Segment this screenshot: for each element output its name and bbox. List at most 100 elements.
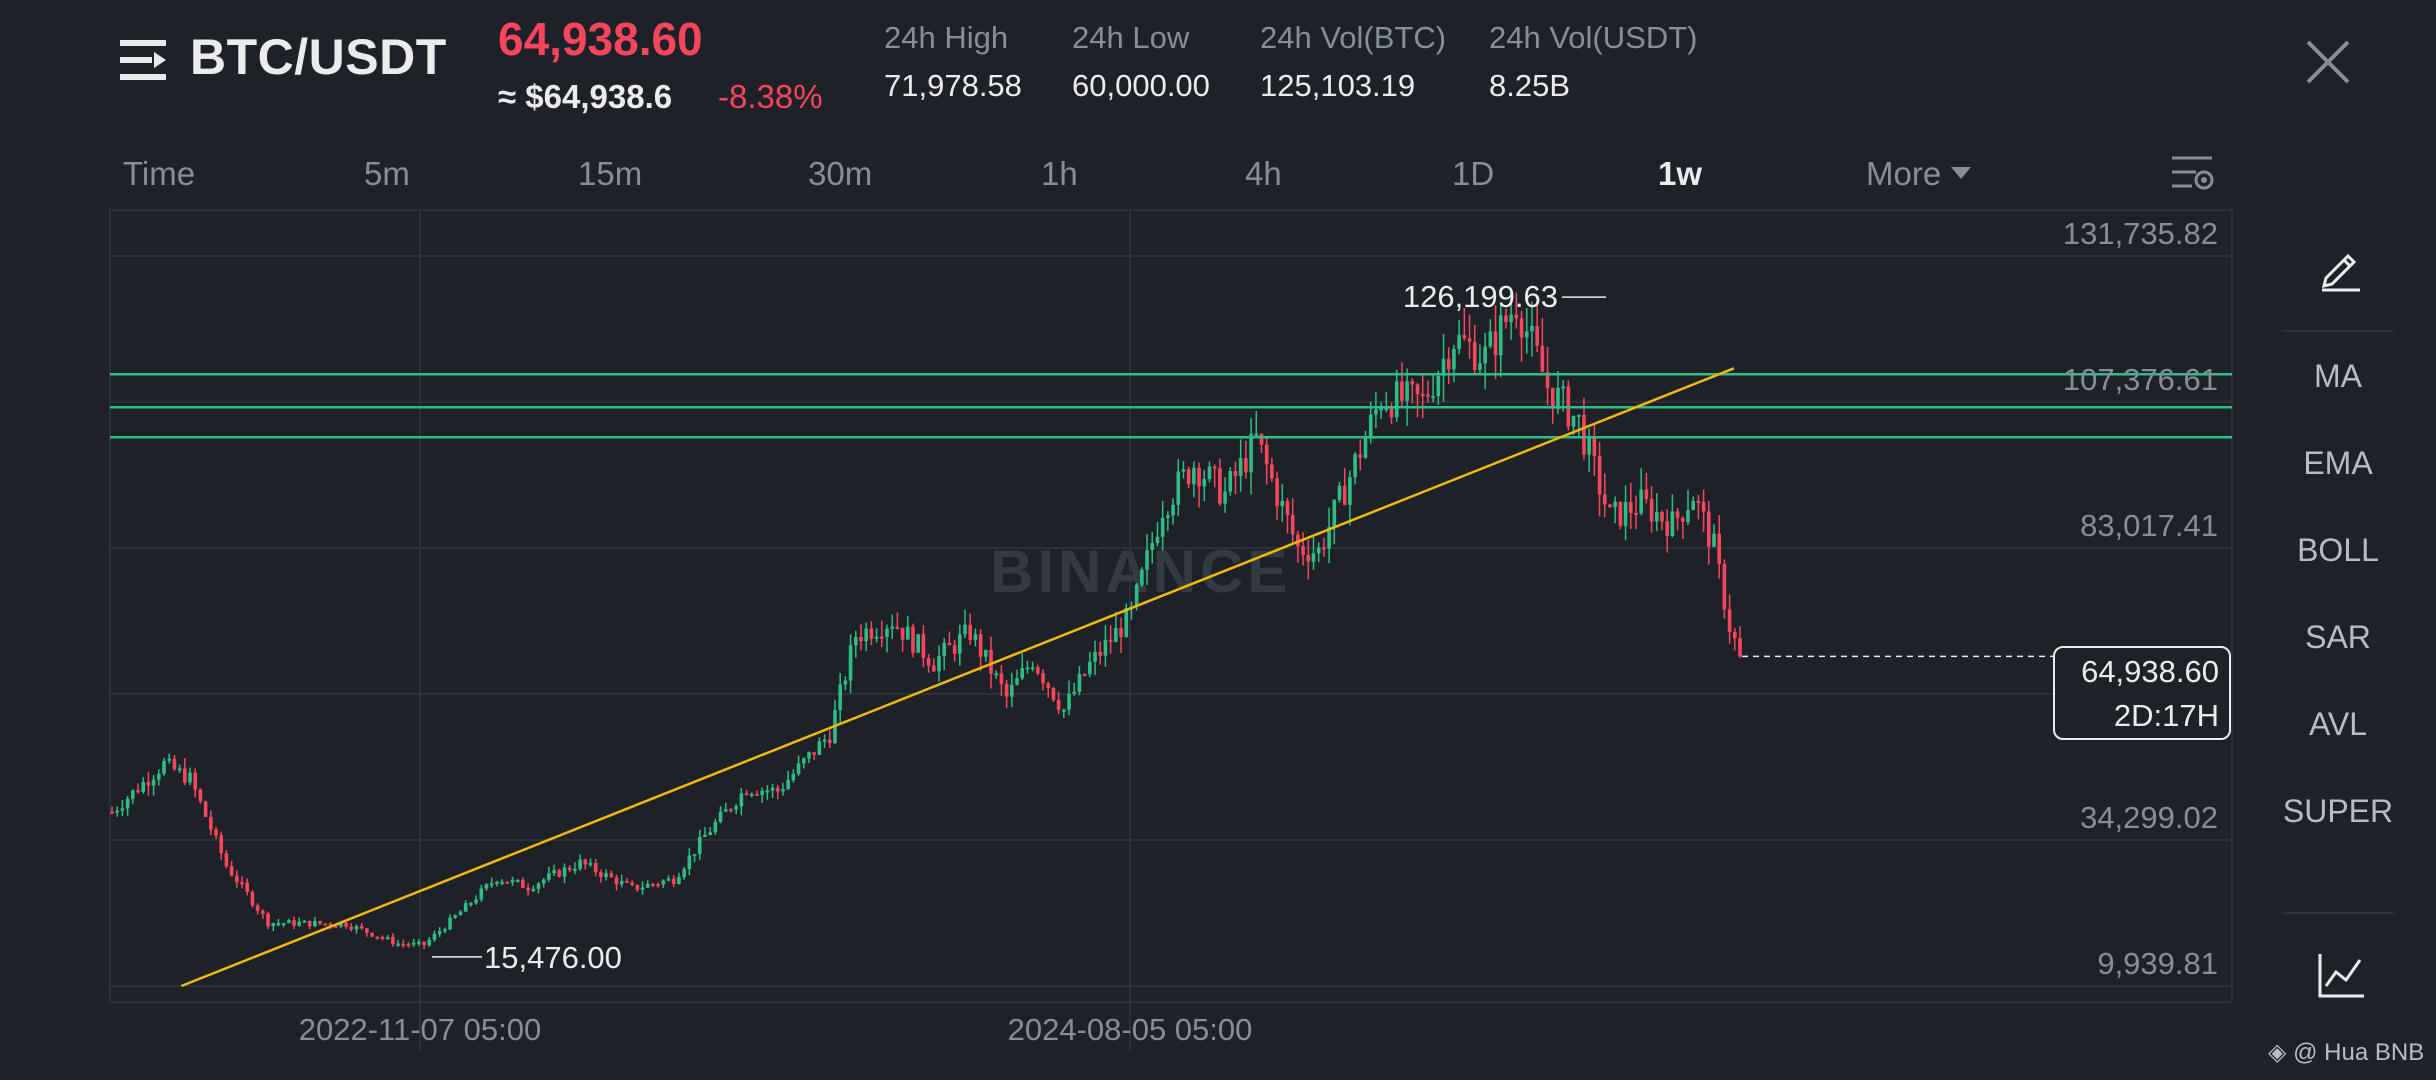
candle-body xyxy=(177,768,182,771)
candle-body xyxy=(1488,331,1493,347)
candle-body xyxy=(1452,348,1456,370)
candle-body xyxy=(1680,517,1685,522)
candle-body xyxy=(692,854,697,857)
candle-body xyxy=(1020,668,1025,679)
time-axis: 2022-11-07 05:00 2024-08-05 05:00 xyxy=(299,1012,1253,1047)
candle-body xyxy=(474,899,478,904)
candle-body xyxy=(1561,386,1565,389)
settings-icon[interactable] xyxy=(2168,152,2216,196)
candle-body xyxy=(1051,687,1056,700)
tab-1h[interactable]: 1h xyxy=(1041,155,1078,192)
candle-body xyxy=(224,853,229,867)
candle-body xyxy=(1280,500,1285,507)
indicator-ma[interactable]: MA xyxy=(2314,358,2362,394)
candle-body xyxy=(937,656,941,672)
candle-body xyxy=(146,782,151,786)
candle-body xyxy=(1030,667,1035,670)
candle-body xyxy=(120,808,125,811)
candle-body xyxy=(1545,371,1550,388)
candle-body xyxy=(1233,471,1238,476)
candle-body xyxy=(125,798,130,809)
menu-icon[interactable] xyxy=(118,36,170,84)
candle-body xyxy=(1717,533,1721,565)
price-axis: 131,735.82107,376.6183,017.4158,658.2134… xyxy=(2063,216,2218,981)
candle-body xyxy=(188,772,192,783)
candle-body xyxy=(401,943,406,946)
candle-body xyxy=(1353,454,1357,478)
candle-body xyxy=(1649,498,1654,522)
candle-body xyxy=(1228,471,1233,492)
candle-body xyxy=(203,801,208,817)
candle-body xyxy=(1254,433,1259,436)
candle-body xyxy=(885,628,889,637)
candle-body xyxy=(235,875,239,883)
toolbar-divider xyxy=(2282,912,2394,914)
candle-body xyxy=(417,941,421,944)
candle-body xyxy=(1410,381,1415,385)
indicator-boll[interactable]: BOLL xyxy=(2297,532,2379,568)
candle-body xyxy=(687,855,692,870)
candle-body xyxy=(1192,467,1196,485)
candle-body xyxy=(141,782,146,792)
candle-body xyxy=(947,642,952,646)
indicator-super[interactable]: SUPER xyxy=(2282,793,2394,829)
line-chart-icon[interactable] xyxy=(2316,950,2366,1000)
price-tick-label: 107,376.61 xyxy=(2063,362,2218,397)
candle-body xyxy=(1660,512,1664,522)
candle-body xyxy=(1535,326,1539,346)
candle-body xyxy=(271,923,276,927)
candle-body xyxy=(515,879,520,882)
high-marker-label: 126,199.63 xyxy=(1403,279,1558,314)
candle-body xyxy=(198,789,203,802)
candle-body xyxy=(1457,334,1461,349)
tab-1d[interactable]: 1D xyxy=(1452,155,1495,192)
tab-4h[interactable]: 4h xyxy=(1245,155,1282,192)
candle-body xyxy=(229,866,234,876)
candle-body xyxy=(375,936,380,939)
candle-body xyxy=(1634,512,1638,515)
candle-body xyxy=(1275,478,1279,507)
candle-body xyxy=(1530,326,1534,332)
close-icon[interactable] xyxy=(2300,34,2356,90)
low-marker-label: 15,476.00 xyxy=(484,940,622,975)
candle-body xyxy=(838,684,842,711)
candle-body xyxy=(1467,338,1472,342)
indicator-sar[interactable]: SAR xyxy=(2305,619,2371,655)
candle-body xyxy=(942,642,947,657)
candle-body xyxy=(900,627,905,640)
pencil-icon[interactable] xyxy=(2316,244,2364,292)
indicator-ema[interactable]: EMA xyxy=(2303,445,2373,481)
indicator-avl[interactable]: AVL xyxy=(2308,706,2368,742)
candle-body xyxy=(1706,511,1711,547)
candle-body xyxy=(484,884,489,889)
trading-pair-title[interactable]: BTC/USDT xyxy=(190,29,447,85)
price-tick-label: 9,939.81 xyxy=(2097,946,2218,981)
candle-body xyxy=(443,929,447,932)
candle-body xyxy=(1285,500,1290,516)
binance-logo-icon: ◈ xyxy=(2268,1039,2287,1066)
candle-body xyxy=(437,931,442,934)
candle-body xyxy=(578,859,582,869)
candle-body xyxy=(245,882,250,892)
candle-body xyxy=(781,788,785,792)
candle-body xyxy=(864,628,868,642)
candle-body xyxy=(1524,331,1529,338)
candle-body xyxy=(775,787,780,792)
tab-15m[interactable]: 15m xyxy=(578,155,643,192)
tab-1w[interactable]: 1w xyxy=(1658,155,1703,192)
candle-body xyxy=(157,773,161,780)
tab-time[interactable]: Time xyxy=(123,155,196,192)
candle-body xyxy=(281,923,286,926)
candle-body xyxy=(984,649,988,657)
candle-body xyxy=(167,758,172,761)
candle-body xyxy=(1218,468,1222,504)
candle-body xyxy=(1348,477,1352,505)
tab-30m[interactable]: 30m xyxy=(808,155,873,192)
current-price-box xyxy=(2053,646,2231,740)
tab-5m[interactable]: 5m xyxy=(364,155,410,192)
stat-value-24h-vol-btc: 125,103.19 xyxy=(1260,68,1416,103)
candle-body xyxy=(1394,381,1399,418)
candle-body xyxy=(1150,542,1155,551)
tab-more[interactable]: More xyxy=(1866,155,1972,193)
